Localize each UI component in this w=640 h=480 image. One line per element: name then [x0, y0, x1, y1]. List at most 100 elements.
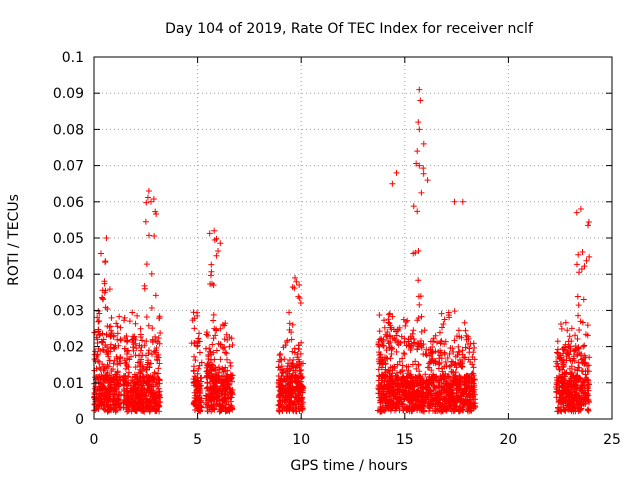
data-point [222, 401, 229, 408]
data-point [585, 368, 592, 375]
data-point [222, 408, 229, 415]
data-point [291, 349, 298, 356]
data-point [153, 344, 160, 351]
data-point [96, 358, 103, 365]
data-point [116, 313, 123, 320]
data-point [197, 390, 204, 397]
data-point [376, 328, 383, 335]
data-point [400, 350, 407, 357]
data-point [213, 347, 220, 354]
data-point [417, 293, 424, 300]
data-point [389, 313, 396, 320]
data-point [148, 351, 155, 358]
data-point [585, 380, 592, 387]
data-point [299, 399, 306, 406]
data-point [399, 362, 406, 369]
data-point [450, 405, 457, 412]
data-point [101, 278, 108, 285]
data-point [210, 311, 217, 318]
data-point [99, 330, 106, 337]
data-point [451, 308, 458, 315]
data-point [412, 358, 419, 365]
data-point [108, 327, 115, 334]
data-point [282, 386, 289, 393]
data-point [133, 392, 140, 399]
data-point [414, 208, 421, 215]
data-point [432, 374, 439, 381]
data-point [191, 325, 198, 332]
data-point [132, 364, 139, 371]
data-point [403, 342, 410, 349]
data-point [222, 394, 229, 401]
data-point [377, 399, 384, 406]
data-point [573, 261, 580, 268]
data-point [566, 343, 573, 350]
data-point [422, 392, 429, 399]
y-tick-label: 0.04 [53, 267, 84, 283]
data-point [132, 406, 139, 413]
data-point [213, 252, 220, 259]
data-point [392, 387, 399, 394]
data-point [95, 308, 102, 315]
data-point [464, 402, 471, 409]
data-point [96, 364, 103, 371]
data-point [389, 345, 396, 352]
data-point [219, 366, 226, 373]
data-point [296, 295, 303, 302]
data-point [386, 320, 393, 327]
data-point [102, 304, 109, 311]
data-point [196, 362, 203, 369]
data-point [279, 369, 286, 376]
data-point [387, 401, 394, 408]
data-point [202, 345, 209, 352]
data-point [411, 382, 418, 389]
data-point [95, 318, 102, 325]
data-point [156, 340, 163, 347]
y-tick-label: 0.03 [53, 303, 84, 319]
data-point [276, 352, 283, 359]
data-point [121, 345, 128, 352]
data-point [221, 336, 228, 343]
data-point [424, 402, 431, 409]
data-point [460, 354, 467, 361]
data-point [570, 386, 577, 393]
data-point [410, 342, 417, 349]
data-point [104, 372, 111, 379]
data-point [567, 375, 574, 382]
data-point [459, 363, 466, 370]
data-point [575, 251, 582, 258]
data-point [157, 329, 164, 336]
data-point [148, 270, 155, 277]
data-point [400, 400, 407, 407]
data-point [210, 335, 217, 342]
data-point [137, 325, 144, 332]
data-point [377, 388, 384, 395]
data-point [91, 401, 98, 408]
data-point [449, 394, 456, 401]
data-point [580, 296, 587, 303]
data-point [296, 387, 303, 394]
data-point [228, 378, 235, 385]
data-point [557, 351, 564, 358]
data-point [113, 398, 120, 405]
data-point [414, 395, 421, 402]
data-point [423, 396, 430, 403]
data-point [450, 349, 457, 356]
data-point [196, 383, 203, 390]
data-point [156, 360, 163, 367]
data-point [107, 345, 114, 352]
data-point [122, 365, 129, 372]
data-point [275, 407, 282, 414]
data-point [208, 387, 215, 394]
data-point [418, 313, 425, 320]
data-point [387, 355, 394, 362]
data-point [471, 382, 478, 389]
data-point [125, 347, 132, 354]
data-point [203, 329, 210, 336]
data-point [139, 363, 146, 370]
data-point [453, 379, 460, 386]
data-point [123, 348, 130, 355]
data-point [462, 344, 469, 351]
data-point [191, 339, 198, 346]
data-point [221, 344, 228, 351]
